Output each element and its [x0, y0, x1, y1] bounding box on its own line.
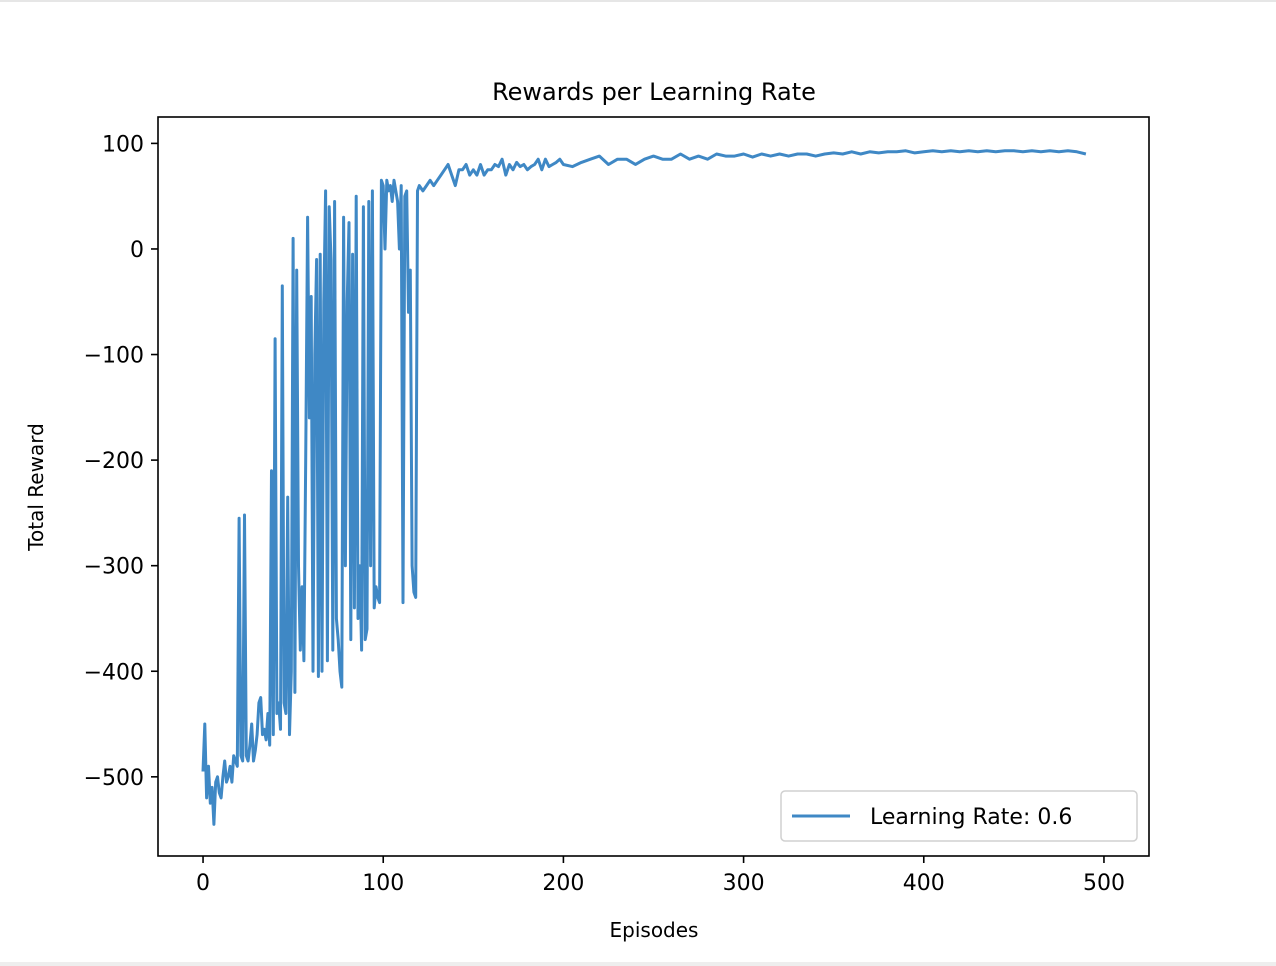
y-tick-label: −400 — [84, 660, 144, 685]
x-axis: 0 100 200 300 400 500 — [196, 856, 1125, 896]
y-tick-label: −500 — [84, 766, 144, 791]
series-layer — [201, 149, 1087, 826]
y-tick-label: 0 — [130, 238, 144, 263]
y-axis-label: Total Reward — [24, 423, 48, 552]
y-tick-label: −300 — [84, 555, 144, 580]
chart-title: Rewards per Learning Rate — [492, 78, 816, 106]
top-border — [0, 0, 1276, 2]
legend-box — [780, 790, 1138, 842]
y-tick-label: −200 — [84, 449, 144, 474]
series-line-0 — [201, 149, 1087, 826]
x-tick-label: 300 — [723, 871, 765, 896]
legend: Learning Rate: 0.6 — [780, 790, 1138, 842]
legend-label: Learning Rate: 0.6 — [870, 805, 1072, 830]
y-tick-label: 100 — [102, 132, 144, 157]
x-tick-label: 400 — [903, 871, 945, 896]
x-axis-label: Episodes — [610, 918, 699, 942]
bottom-border — [0, 962, 1276, 966]
x-tick-label: 500 — [1083, 871, 1125, 896]
x-tick-label: 100 — [362, 871, 404, 896]
plot-frame — [157, 116, 1150, 857]
y-tick-label: −100 — [84, 344, 144, 369]
x-tick-label: 0 — [196, 871, 210, 896]
y-axis: 100 0 −100 −200 −300 −400 −500 — [84, 132, 158, 791]
x-tick-label: 200 — [542, 871, 584, 896]
